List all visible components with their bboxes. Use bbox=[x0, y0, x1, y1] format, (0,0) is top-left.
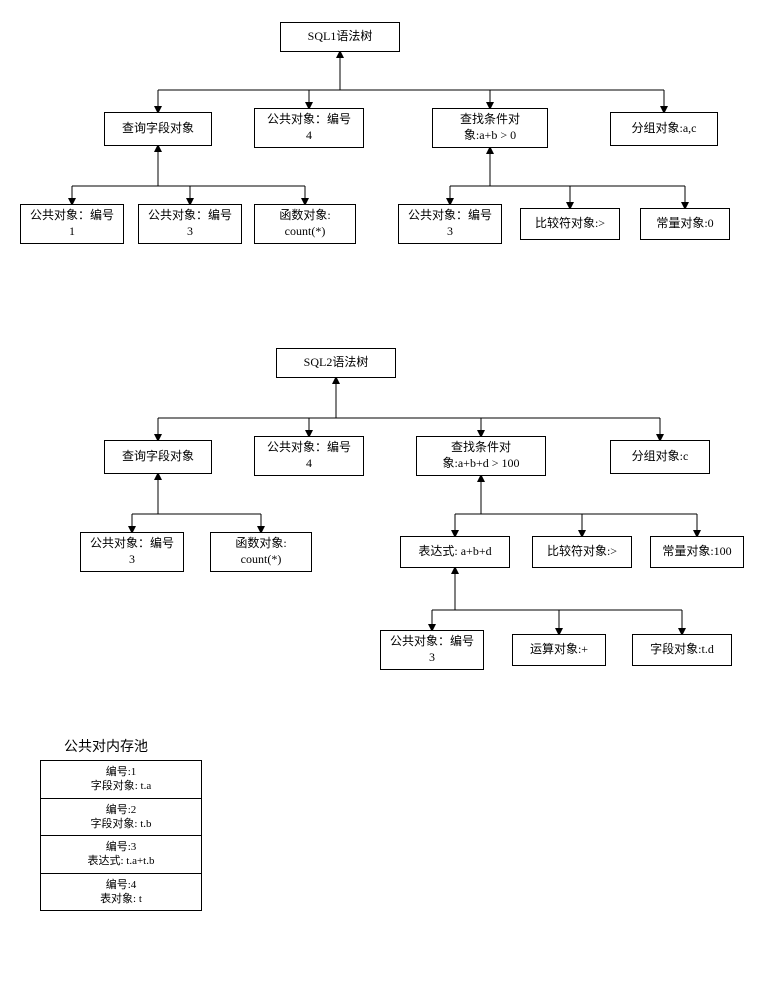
pool-row: 编号:4表对象: t bbox=[41, 874, 201, 911]
t1-cmp: 比较符对象:> bbox=[520, 208, 620, 240]
t1-pub3a: 公共对象：编号3 bbox=[138, 204, 242, 244]
t2-field: 字段对象:t.d bbox=[632, 634, 732, 666]
t1-query: 查询字段对象 bbox=[104, 112, 212, 146]
t2-cond: 查找条件对象:a+b+d > 100 bbox=[416, 436, 546, 476]
pool-title: 公共对内存池 bbox=[64, 736, 148, 756]
t2-query: 查询字段对象 bbox=[104, 440, 212, 474]
pool-row: 编号:1字段对象: t.a bbox=[41, 761, 201, 799]
t2-op: 运算对象:+ bbox=[512, 634, 606, 666]
t1-cond: 查找条件对象:a+b > 0 bbox=[432, 108, 548, 148]
pool-row: 编号:3表达式: t.a+t.b bbox=[41, 836, 201, 874]
t2-const: 常量对象:100 bbox=[650, 536, 744, 568]
t1-pub3b: 公共对象：编号3 bbox=[398, 204, 502, 244]
pool-table: 编号:1字段对象: t.a 编号:2字段对象: t.b 编号:3表达式: t.a… bbox=[40, 760, 202, 911]
t1-func: 函数对象:count(*) bbox=[254, 204, 356, 244]
t1-pub4: 公共对象：编号4 bbox=[254, 108, 364, 148]
t2-l3pub3: 公共对象：编号3 bbox=[380, 630, 484, 670]
t1-root: SQL1语法树 bbox=[280, 22, 400, 52]
t2-root: SQL2语法树 bbox=[276, 348, 396, 378]
t2-pub4: 公共对象：编号4 bbox=[254, 436, 364, 476]
pool-row: 编号:2字段对象: t.b bbox=[41, 799, 201, 837]
t1-group: 分组对象:a,c bbox=[610, 112, 718, 146]
t1-const: 常量对象:0 bbox=[640, 208, 730, 240]
t2-cmp: 比较符对象:> bbox=[532, 536, 632, 568]
t2-group: 分组对象:c bbox=[610, 440, 710, 474]
t1-pub1: 公共对象：编号1 bbox=[20, 204, 124, 244]
t2-expr: 表达式: a+b+d bbox=[400, 536, 510, 568]
t2-func: 函数对象:count(*) bbox=[210, 532, 312, 572]
t2-pub3: 公共对象：编号3 bbox=[80, 532, 184, 572]
